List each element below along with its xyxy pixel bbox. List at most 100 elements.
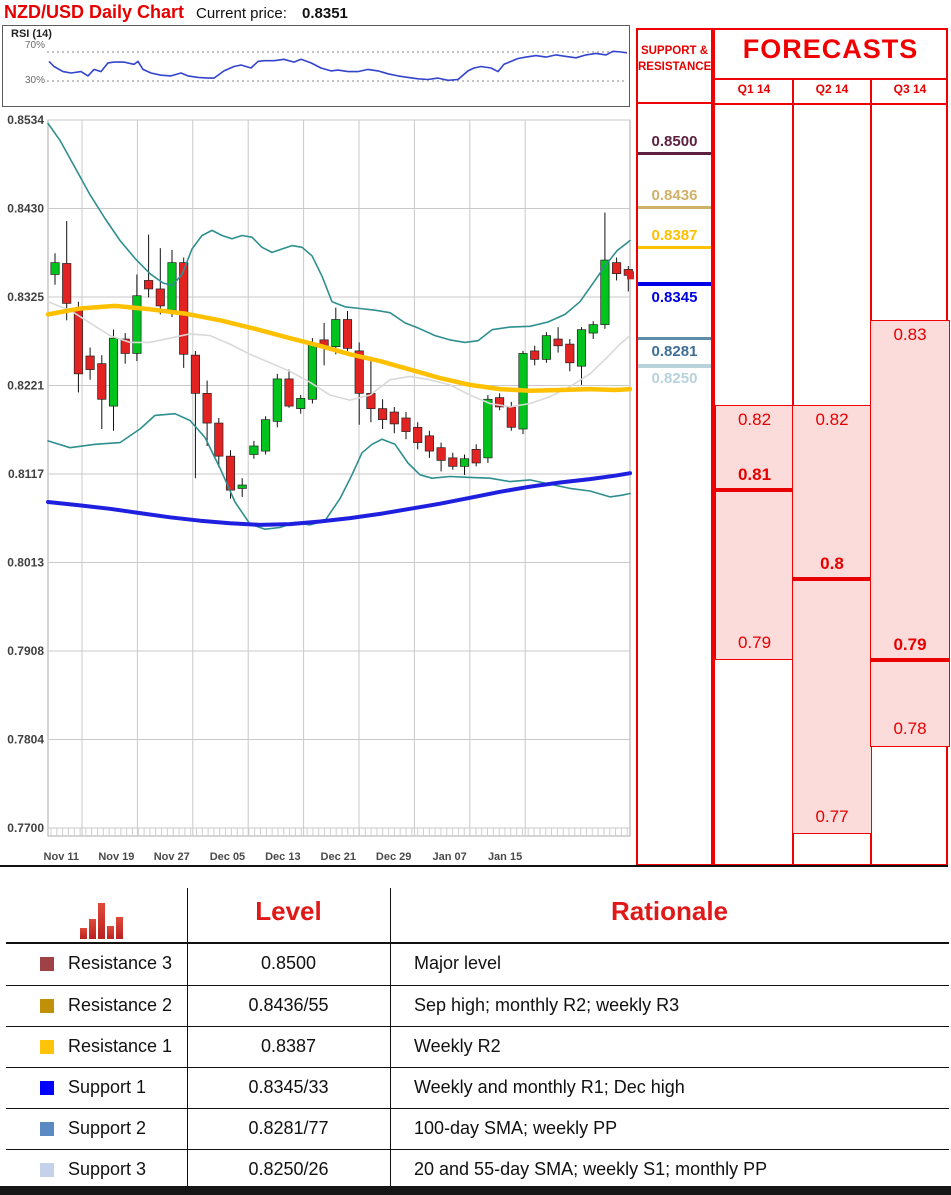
forecasts-title-divider (715, 78, 946, 80)
rsi-chart-svg (47, 50, 627, 82)
table-divider-2 (390, 888, 391, 1188)
forecast-q2-low: 0.77 (815, 807, 849, 826)
sr-line-r3 (638, 152, 711, 155)
forecast-col-label-q2: Q2 14 (815, 82, 849, 96)
svg-text:Dec 29: Dec 29 (376, 851, 411, 863)
svg-text:Jan 15: Jan 15 (488, 851, 522, 863)
sr-line-r2 (638, 206, 711, 209)
forecast-col-label-q3: Q3 14 (893, 82, 927, 96)
support-2-swatch (40, 1122, 54, 1136)
price-chart-svg: 0.8534 0.8430 0.8325 0.8221 0.8117 0.8013 0.79… (7, 113, 634, 863)
rsi-30-label: 30% (24, 75, 45, 86)
svg-text:0.7700: 0.7700 (7, 821, 44, 835)
forecast-q1-point-line (716, 488, 793, 492)
row-label: Support 2 (68, 1118, 147, 1138)
sr-line-s3 (638, 364, 711, 368)
table-row: Resistance 1 0.8387 Weekly R2 (6, 1027, 949, 1068)
forecast-range-q1: 0.82 0.81 0.79 (715, 405, 794, 660)
rationale-column-header: Rationale (610, 896, 729, 926)
bar-chart-icon (80, 899, 124, 939)
figure-bottom-border (0, 865, 948, 867)
sr-line-s1 (638, 282, 711, 286)
forecast-q3-point: 0.79 (893, 635, 927, 654)
page-bottom-bar (0, 1186, 951, 1195)
sr-level-s1: 0.8345 (651, 289, 698, 306)
table-row-rule (6, 1108, 949, 1109)
table-row-rule (6, 985, 949, 986)
forecast-q3-high: 0.83 (893, 325, 927, 344)
forecasts-panel: FORECASTS Q1 14 Q2 14 Q3 14 0.82 0.81 0.… (713, 28, 950, 866)
table-row: Support 2 0.8281/77 100-day SMA; weekly … (6, 1109, 949, 1150)
svg-text:Jan 07: Jan 07 (433, 851, 467, 863)
resistance-3-swatch (40, 957, 54, 971)
svg-text:0.8325: 0.8325 (7, 290, 44, 304)
svg-text:Nov 19: Nov 19 (98, 851, 134, 863)
svg-text:0.8534: 0.8534 (7, 113, 44, 127)
svg-text:Nov 27: Nov 27 (154, 851, 190, 863)
table-divider-1 (187, 888, 188, 1188)
sr-level-r3: 0.8500 (651, 133, 698, 150)
current-price-value: 0.8351 (302, 5, 348, 22)
svg-text:0.7908: 0.7908 (7, 644, 44, 658)
sr-header-divider (638, 102, 711, 104)
sr-level-r1: 0.8387 (651, 227, 698, 244)
row-label: Support 1 (68, 1077, 147, 1097)
sr-level-s2: 0.8281 (651, 343, 698, 360)
row-level: 0.8281/77 (248, 1118, 329, 1138)
svg-text:Dec 13: Dec 13 (265, 851, 300, 863)
forecast-q2-high: 0.82 (815, 410, 849, 429)
forecast-q3-point-line (871, 658, 949, 662)
row-rationale: 20 and 55-day SMA; weekly S1; monthly PP (414, 1159, 768, 1179)
row-label: Resistance 2 (68, 995, 173, 1015)
table-row-rule (6, 1149, 949, 1150)
support-3-swatch (40, 1163, 54, 1177)
svg-text:0.8221: 0.8221 (7, 379, 44, 393)
row-level: 0.8387 (260, 1036, 317, 1056)
rsi-70-label: 70% (24, 40, 45, 51)
candles-group (50, 212, 633, 499)
row-rationale: Weekly and monthly R1; Dec high (414, 1077, 685, 1097)
forecast-q1-low: 0.79 (737, 633, 772, 652)
row-rationale: Major level (414, 953, 502, 973)
forecast-q3-low: 0.78 (893, 719, 927, 738)
table-header-rule (6, 942, 949, 944)
forecasts-header-divider (715, 103, 946, 105)
support-resistance-panel: SUPPORT & RESISTANCE 0.8500 0.8436 0.838… (636, 28, 713, 866)
sr-line-s2 (638, 337, 711, 340)
forecast-range-q3: 0.83 0.79 0.78 (870, 320, 950, 747)
table-row: Support 3 0.8250/26 20 and 55-day SMA; w… (6, 1150, 949, 1191)
row-rationale: Weekly R2 (414, 1036, 501, 1056)
row-level: 0.8250/26 (248, 1159, 329, 1179)
row-rationale: Sep high; monthly R2; weekly R3 (414, 995, 680, 1015)
forecast-q1-point: 0.81 (737, 465, 772, 484)
forecasts-title: FORECASTS (742, 34, 919, 64)
row-level: 0.8345/33 (248, 1077, 329, 1097)
table-row-rule (6, 1067, 949, 1068)
table-row-rule (6, 1026, 949, 1027)
forecast-q1-high: 0.82 (737, 410, 772, 429)
sr-line-r1 (638, 246, 711, 249)
forecast-col-label-q1: Q1 14 (737, 82, 771, 96)
rsi-panel: RSI (14) 70% 30% (2, 25, 630, 107)
row-label: Resistance 3 (68, 953, 173, 973)
sr-level-s3: 0.8250 (651, 370, 698, 387)
row-label: Support 3 (68, 1159, 147, 1179)
row-rationale: 100-day SMA; weekly PP (414, 1118, 618, 1138)
rsi-label: RSI (14) (11, 28, 52, 40)
svg-text:Nov 11: Nov 11 (44, 851, 79, 863)
resistance-2-swatch (40, 999, 54, 1013)
svg-text:0.7804: 0.7804 (7, 733, 44, 747)
current-price-label: Current price: (196, 5, 287, 22)
page-title: NZD/USD Daily Chart (4, 2, 185, 22)
sr-level-r2: 0.8436 (651, 187, 698, 204)
svg-text:0.8013: 0.8013 (7, 556, 44, 570)
row-level: 0.8436/55 (248, 995, 329, 1015)
level-column-header: Level (255, 896, 322, 926)
svg-text:Dec 05: Dec 05 (210, 851, 245, 863)
forecast-range-q2: 0.82 0.8 0.77 (792, 405, 872, 834)
row-label: Resistance 1 (68, 1036, 173, 1056)
forecast-q2-point-line (793, 577, 871, 581)
forecast-q2-point: 0.8 (820, 554, 844, 573)
table-row: Resistance 3 0.8500 Major level (6, 944, 949, 985)
